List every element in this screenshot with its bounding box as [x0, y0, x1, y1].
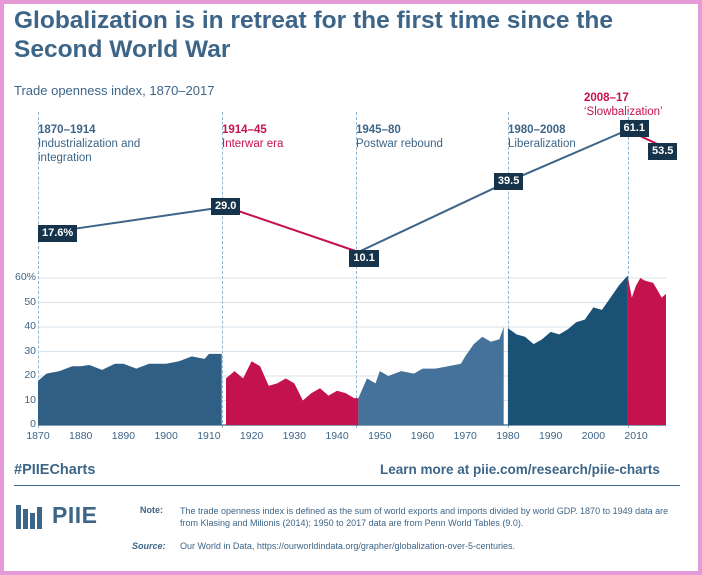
era-divider-1980 — [508, 112, 509, 428]
x-tick-label: 1980 — [496, 430, 520, 442]
x-tick-label: 1970 — [453, 430, 477, 442]
piie-logo-icon — [16, 505, 42, 529]
area-series — [38, 275, 666, 425]
chart-title: Globalization is in retreat for the firs… — [14, 7, 614, 63]
era-average-badge: 10.1 — [349, 250, 379, 267]
y-tick-label: 60% — [14, 271, 36, 283]
area-segment-1945–80 — [358, 327, 504, 425]
x-tick-label: 1890 — [111, 430, 136, 442]
x-tick-label: 1900 — [154, 430, 178, 442]
area-segment-1914–45 — [225, 361, 359, 425]
era-average-badge: 39.5 — [493, 172, 524, 190]
x-tick-label: 1940 — [325, 430, 349, 442]
note-text: The trade openness index is defined as t… — [180, 506, 669, 528]
hashtag: #PIIECharts — [14, 462, 96, 478]
y-tick-label: 0 — [30, 418, 36, 430]
era-years: 1980–2008 — [508, 124, 566, 136]
chart-subtitle: Trade openness index, 1870–2017 — [14, 83, 215, 98]
era-years: 1870–1914 — [38, 124, 96, 136]
era-label-1980: 1980–2008 Liberalization — [508, 123, 628, 151]
era-divider-1914 — [222, 112, 223, 428]
footer-divider — [14, 485, 680, 486]
x-tick-label: 1870 — [26, 430, 50, 442]
x-tick-label: 1920 — [239, 430, 264, 442]
era-average-badge: 61.1 — [619, 120, 649, 137]
era-label-1914: 1914–45 Interwar era — [222, 123, 342, 151]
y-tick-label: 20 — [24, 369, 36, 381]
era-years: 2008–17 — [584, 92, 629, 104]
era-name: Industrialization and integration — [38, 138, 141, 164]
era-years: 1914–45 — [222, 124, 267, 136]
x-tick-label: 1910 — [197, 430, 221, 442]
x-tick-label: 1950 — [368, 430, 392, 442]
piie-logo-text: PIIE — [52, 502, 98, 528]
era-name: Postwar rebound — [356, 138, 443, 150]
y-tick-label: 50 — [24, 295, 36, 308]
era-average-line — [37, 129, 667, 253]
era-divider-2008 — [628, 112, 629, 428]
era-divider-1945 — [356, 112, 357, 428]
x-tick-label: 2000 — [581, 430, 606, 442]
era-name: ‘Slowbalization’ — [584, 106, 663, 118]
x-tick-label: 2010 — [624, 430, 648, 442]
note-label: Note: — [140, 505, 163, 515]
x-tick-label: 1990 — [538, 430, 563, 442]
era-average-badge: 29.0 — [210, 197, 241, 215]
era-average-badge: 17.6% — [38, 225, 78, 243]
era-average-segment — [225, 205, 359, 253]
era-name: Interwar era — [222, 138, 284, 150]
area-segment-1870–1914 — [38, 353, 222, 425]
era-divider-1870 — [38, 112, 39, 428]
era-label-1945: 1945–80 Postwar rebound — [356, 123, 486, 151]
era-label-2008: 2008–17 ‘Slowbalization’ — [584, 91, 684, 119]
y-tick-label: 10 — [24, 393, 36, 406]
era-years: 1945–80 — [356, 124, 401, 136]
era-average-segment — [507, 129, 628, 183]
x-tick-label: 1960 — [410, 430, 435, 442]
source-label: Source: — [132, 541, 166, 551]
era-average-badge: 53.5 — [648, 143, 678, 161]
area-segment-1980–2008 — [507, 275, 628, 425]
era-name: Liberalization — [508, 138, 576, 150]
x-tick-label: 1930 — [282, 430, 306, 442]
x-tick-label: 1880 — [69, 430, 93, 442]
y-tick-label: 40 — [24, 320, 36, 332]
learn-more-link[interactable]: Learn more at piie.com/research/piie-cha… — [380, 462, 660, 477]
y-tick-label: 30 — [24, 344, 36, 357]
area-segment-2008–17 — [627, 275, 666, 425]
source-text: Our World in Data, https://ourworldindat… — [180, 541, 515, 551]
era-label-1870: 1870–1914 Industrialization and integrat… — [38, 123, 188, 165]
era-average-segment — [357, 180, 509, 253]
chart-card — [4, 4, 698, 571]
